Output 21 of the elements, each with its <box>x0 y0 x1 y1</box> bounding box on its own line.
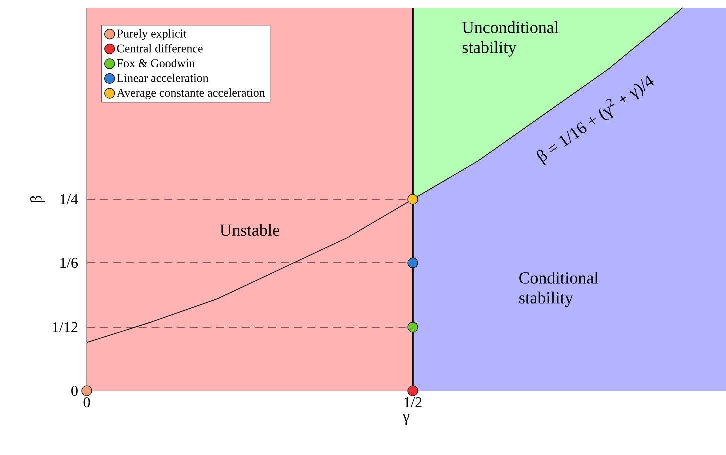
annotation: Unstable <box>220 224 280 236</box>
annotation: Unconditional stability <box>462 21 559 57</box>
point <box>82 386 92 396</box>
y-tick-label: 0 <box>72 386 78 396</box>
y-tick-label: 1/12 <box>53 322 78 332</box>
point <box>408 258 418 268</box>
x-axis-title: γ <box>402 414 410 426</box>
y-tick-label: 1/6 <box>60 258 78 268</box>
annotation: Conditional stability <box>520 272 599 308</box>
legend-label: Linear acceleration <box>117 74 209 82</box>
point <box>408 194 418 205</box>
legend-label: Central difference <box>117 44 203 53</box>
x-tick-label: 1/2 <box>404 398 422 408</box>
annotation: β = 1/16 + (γ$^{2}$ + γ)/4 <box>537 76 654 166</box>
legend-label: Purely explicit <box>117 29 187 40</box>
point <box>408 386 418 396</box>
legend-label: Fox & Goodwin <box>117 59 196 68</box>
y-tick-label: 1/4 <box>60 194 78 204</box>
legend-label: Average constante acceleration <box>116 88 266 100</box>
point <box>408 322 418 333</box>
y-axis-title: β <box>30 196 46 203</box>
